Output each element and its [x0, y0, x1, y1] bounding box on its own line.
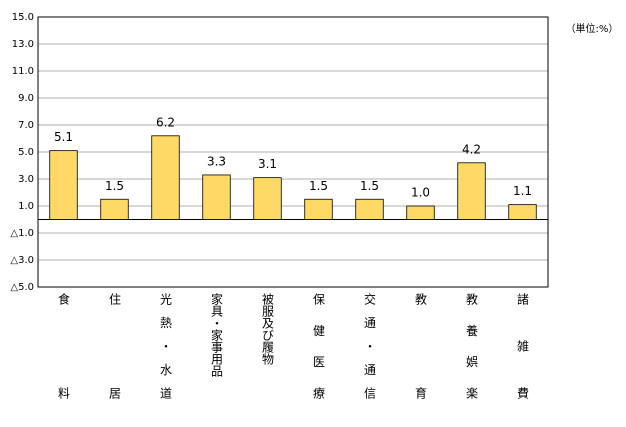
y-tick-label: △1.0 [10, 228, 34, 239]
bar [253, 177, 282, 220]
bar [406, 205, 435, 220]
x-tick-label: 光熱・水道 [158, 293, 173, 399]
y-tick-label: 5.0 [18, 147, 34, 158]
data-label: 5.1 [54, 130, 73, 144]
bar [100, 198, 129, 220]
x-tick-label: 住居 [107, 293, 122, 399]
bar [457, 162, 486, 220]
y-tick-label: △5.0 [10, 282, 34, 293]
data-label: 3.1 [258, 157, 277, 171]
bar [49, 150, 78, 220]
y-tick-label: 15.0 [12, 12, 34, 23]
x-tick-label: 教養娯楽 [464, 293, 479, 399]
plot-border [37, 16, 549, 288]
x-tick-label: 家具・家事用品 [209, 293, 224, 377]
x-tick-label: 被服及び履物 [260, 293, 275, 365]
x-tick-label: 保健医療 [311, 293, 326, 399]
y-tick-label: 13.0 [12, 39, 34, 50]
data-label: 1.1 [513, 184, 532, 198]
data-label: 1.0 [411, 186, 430, 200]
bar [202, 174, 231, 220]
y-tick-label: 11.0 [12, 66, 34, 77]
x-tick-label: 教育 [413, 293, 428, 399]
data-label: 1.5 [360, 179, 379, 193]
y-tick-label: 3.0 [18, 174, 34, 185]
bar [151, 135, 180, 220]
data-label: 3.3 [207, 154, 226, 168]
y-tick-label: △3.0 [10, 255, 34, 266]
y-tick-label: 1.0 [18, 201, 34, 212]
x-tick-label: 諸雑費 [515, 293, 530, 399]
unit-annotation: （単位:%） [566, 22, 619, 35]
bar [355, 198, 384, 220]
data-label: 1.5 [309, 179, 328, 193]
data-label: 1.5 [105, 179, 124, 193]
bar [508, 204, 537, 220]
bar [304, 198, 333, 220]
x-tick-label: 食料 [56, 293, 71, 399]
data-label: 6.2 [156, 115, 175, 129]
y-tick-label: 7.0 [18, 120, 34, 131]
data-label: 4.2 [462, 142, 481, 156]
y-tick-label: 9.0 [18, 93, 34, 104]
x-tick-label: 交通・通信 [362, 293, 377, 399]
